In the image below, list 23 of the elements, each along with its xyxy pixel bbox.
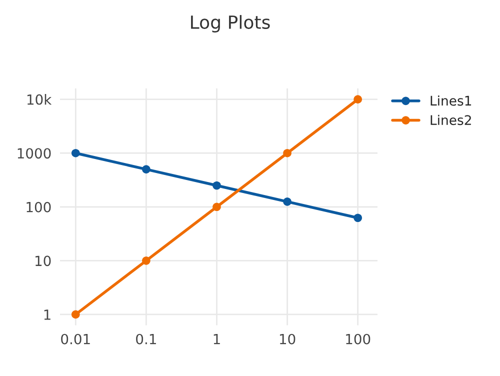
point [212,202,221,212]
y-tick-label: 10 [36,256,51,266]
point [71,310,80,319]
y-tick-label: 1000 [18,148,51,159]
y-tick-label: 10k [27,94,52,105]
x-tick-label: 1 [214,334,220,344]
point [71,148,80,158]
point [142,256,150,265]
point [283,148,292,158]
y-tick-label: 1 [44,310,50,320]
point [142,165,150,174]
legend-label: Lines1 [430,95,472,106]
x-tick-label: 0.1 [136,334,156,344]
x-tick-label: 0.01 [61,334,90,344]
point [354,214,362,222]
chart-title: Log Plots [191,15,270,33]
x-tick-label: 100 [346,334,370,344]
point [283,198,292,206]
legend-label: Lines2 [430,114,471,126]
point [212,181,221,190]
y-tick-label: 100 [26,202,51,212]
x-tick-label: 10 [280,334,296,344]
point [354,95,362,104]
